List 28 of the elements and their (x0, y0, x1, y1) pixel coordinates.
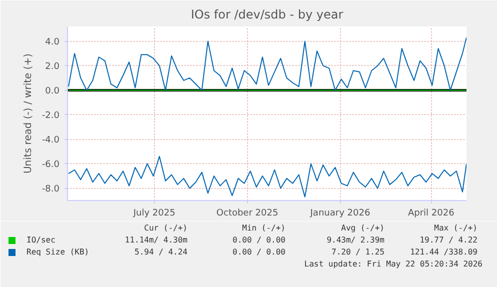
text: 11.14m/ 4.30m (124, 236, 188, 244)
text: 9.43m/ 2.39m (326, 236, 385, 244)
x-tick-label: October 2025 (216, 208, 278, 218)
text: Avg (-/+) (341, 224, 385, 232)
x-tick-label: April 2026 (408, 208, 455, 218)
y-tick-label: -6.0 (42, 160, 60, 170)
y-tick-label: -4.0 (42, 136, 60, 146)
y-tick-label: -2.0 (42, 111, 60, 122)
chart-title: IOs for /dev/sdb - by year (190, 8, 344, 22)
text: Max (-/+) (434, 224, 478, 232)
x-tick-label: July 2025 (132, 208, 176, 218)
text: Last update: Fri May 22 05:20:34 2026 (304, 260, 483, 268)
y-tick-label: 0.0 (45, 86, 60, 97)
x-tick-label: January 2026 (309, 208, 370, 218)
legend-label: Req Size (KB) (26, 248, 90, 256)
y-tick-label: 4.0 (45, 38, 60, 48)
text: 19.77 / 4.22 (420, 236, 478, 244)
text: 121.44 /338.09 (410, 248, 478, 256)
text: 0.00 / 0.00 (232, 236, 286, 244)
text: 7.20 / 1.25 (332, 248, 385, 256)
y-tick-label: 2.0 (45, 62, 60, 72)
text: 5.94 / 4.24 (134, 248, 188, 256)
y-axis-title: Units read (-) / write (+) (22, 53, 34, 174)
legend-label: IO/sec (26, 236, 56, 244)
text: Min (-/+) (242, 224, 286, 232)
text: 0.00 / 0.00 (232, 248, 286, 256)
y-tick-label: -8.0 (42, 184, 60, 195)
text: Cur (-/+) (144, 224, 188, 232)
